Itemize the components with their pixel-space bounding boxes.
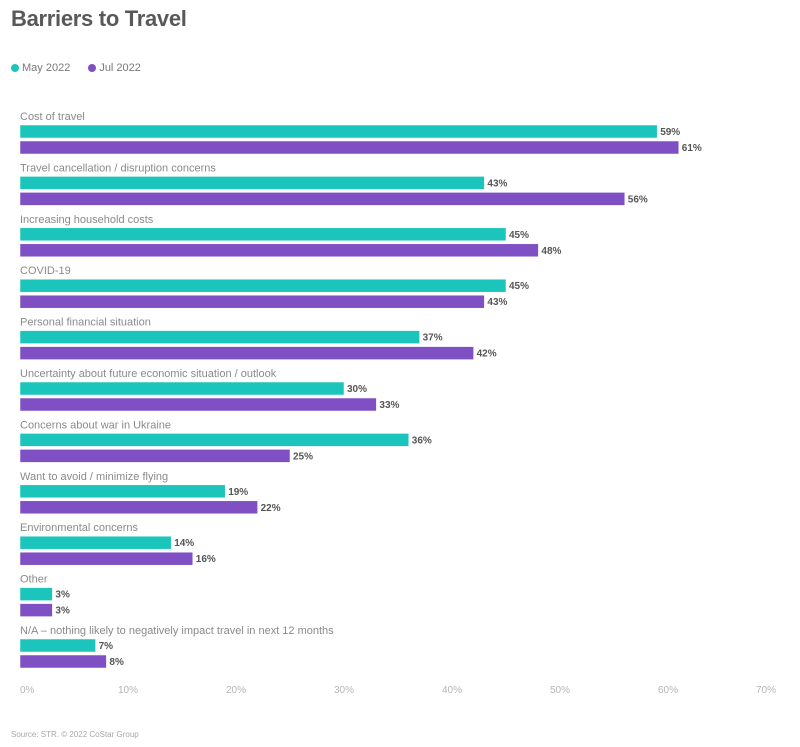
data-label: 45% — [509, 281, 529, 292]
bar-chart: Cost of travel 59%61% Travel cancellation … — [19, 111, 776, 696]
x-tick-label: 40% — [442, 685, 462, 696]
category-label: Personal financial situation — [20, 317, 151, 329]
x-tick-label: 70% — [756, 685, 776, 696]
bar-jul-2022[interactable] — [19, 397, 377, 412]
x-tick-label: 0% — [20, 685, 35, 696]
data-label: 37% — [423, 333, 443, 344]
data-label: 43% — [487, 178, 507, 189]
bar-jul-2022[interactable] — [19, 243, 539, 258]
bar-jul-2022[interactable] — [19, 500, 258, 515]
legend-item-may-2022[interactable]: May 2022 — [11, 62, 70, 74]
data-label: 14% — [174, 538, 194, 549]
data-label: 36% — [412, 435, 432, 446]
bar-may-2022[interactable] — [19, 433, 410, 447]
bar-jul-2022[interactable] — [19, 346, 474, 360]
data-label: 16% — [196, 554, 216, 565]
data-label: 61% — [682, 143, 702, 154]
x-tick-label: 20% — [226, 685, 246, 696]
data-label: 7% — [99, 641, 114, 652]
data-label: 45% — [509, 230, 529, 241]
data-label: 43% — [487, 297, 507, 308]
x-tick-label: 30% — [334, 685, 354, 696]
source-note: Source: STR. © 2022 CoStar Group — [11, 730, 139, 739]
x-tick-label: 50% — [550, 685, 570, 696]
category-label: COVID-19 — [20, 265, 71, 277]
category-label: Cost of travel — [20, 111, 85, 123]
data-label: 25% — [293, 451, 313, 462]
bar-may-2022[interactable] — [19, 176, 485, 190]
bar-jul-2022[interactable] — [19, 603, 53, 617]
bar-may-2022[interactable] — [19, 330, 420, 344]
bar-jul-2022[interactable] — [19, 449, 291, 463]
x-tick-label: 60% — [658, 685, 678, 696]
bar-jul-2022[interactable] — [19, 551, 194, 566]
bar-may-2022[interactable] — [19, 638, 96, 653]
legend-label: May 2022 — [22, 62, 71, 74]
data-label: 19% — [228, 487, 248, 498]
legend-item-jul-2022[interactable]: Jul 2022 — [88, 62, 141, 74]
chart-title: Barriers to Travel — [11, 6, 187, 31]
bar-may-2022[interactable] — [19, 278, 507, 293]
data-label: 59% — [660, 127, 680, 138]
bar-jul-2022[interactable] — [19, 140, 680, 155]
bar-may-2022[interactable] — [19, 227, 507, 242]
data-label: 56% — [628, 194, 648, 205]
category-label: Want to avoid / minimize flying — [20, 471, 168, 483]
category-label: Uncertainty about future economic situat… — [20, 368, 277, 380]
bar-may-2022[interactable] — [19, 484, 226, 499]
legend-dot-icon — [88, 64, 97, 72]
data-label: 3% — [55, 606, 70, 617]
bar-may-2022[interactable] — [19, 124, 658, 139]
category-label: Travel cancellation / disruption concern… — [20, 162, 216, 174]
bar-jul-2022[interactable] — [19, 192, 626, 206]
legend-dot-icon — [11, 64, 19, 72]
category-label: Other — [20, 574, 48, 586]
category-label: Concerns about war in Ukraine — [20, 419, 171, 431]
category-label: Increasing household costs — [20, 214, 154, 226]
data-label: 48% — [541, 246, 561, 257]
legend: May 2022 Jul 2022 — [11, 62, 141, 74]
data-label: 42% — [477, 349, 497, 360]
data-label: 22% — [261, 503, 281, 514]
bar-may-2022[interactable] — [19, 535, 172, 550]
data-label: 3% — [55, 590, 70, 601]
category-label: N/A – nothing likely to negatively impac… — [20, 625, 334, 637]
bar-may-2022[interactable] — [19, 381, 345, 396]
x-tick-label: 10% — [118, 685, 138, 696]
data-label: 30% — [347, 384, 367, 395]
bar-may-2022[interactable] — [19, 587, 53, 601]
data-label: 8% — [109, 657, 124, 668]
data-label: 33% — [379, 400, 399, 411]
bar-jul-2022[interactable] — [19, 654, 107, 669]
legend-label: Jul 2022 — [99, 62, 141, 74]
bar-jul-2022[interactable] — [19, 294, 485, 309]
category-label: Environmental concerns — [20, 522, 139, 534]
